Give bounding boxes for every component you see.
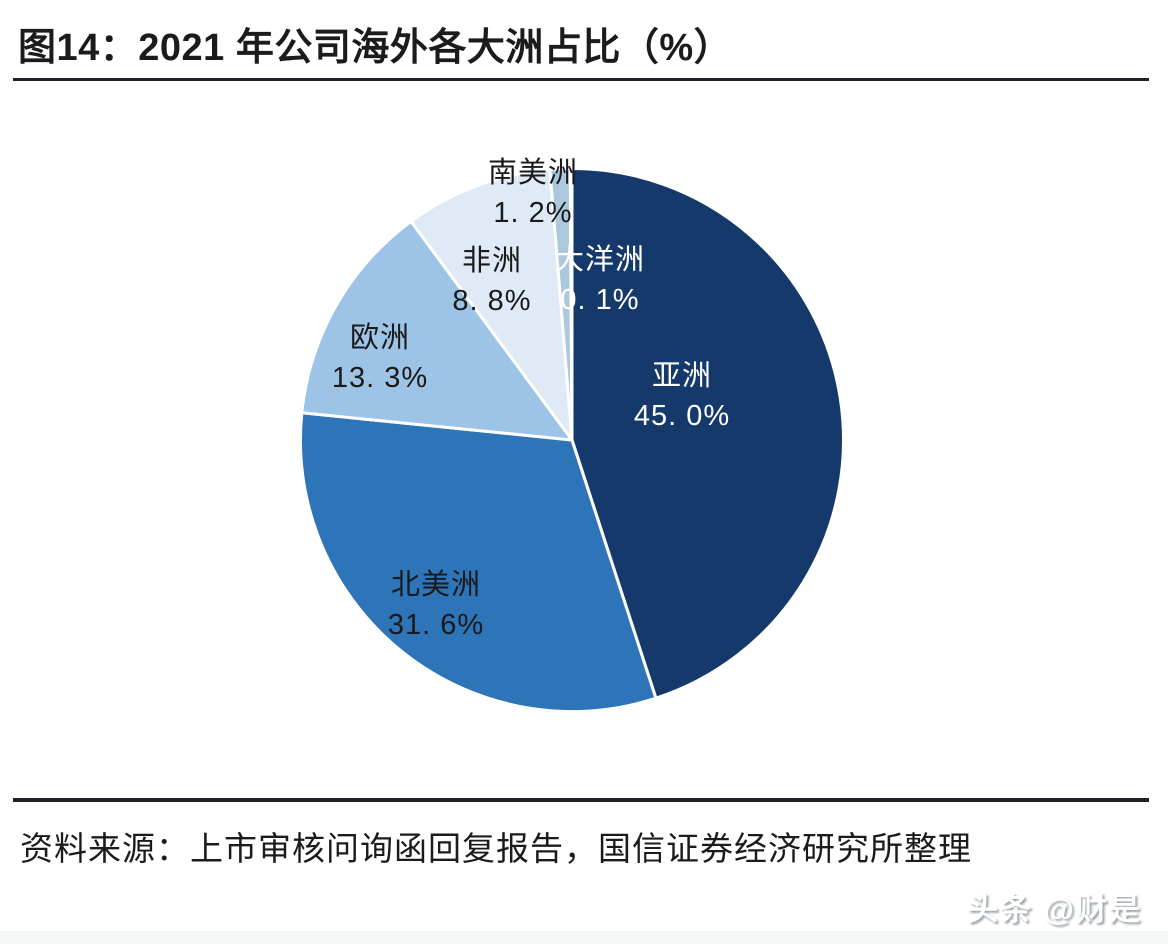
pie-label-oceania: 大洋洲 0. 1%: [555, 240, 645, 320]
pie-slice-europe: [300, 219, 574, 442]
pie-slice-oceania: [568, 167, 574, 442]
pie-label-africa-name: 非洲: [461, 245, 523, 277]
pie-label-oceania-value: 0. 1%: [560, 284, 640, 316]
source-divider: [13, 798, 1149, 802]
pie-label-oceania-name: 大洋洲: [554, 244, 646, 276]
watermark: 头条 @财是: [967, 892, 1142, 927]
figure-title: 图14：2021 年公司海外各大洲占比（%）: [18, 27, 733, 69]
footer-strip: [0, 931, 1168, 944]
source-caption: 资料来源：上市审核问询函回复报告，国信证券经济研究所整理: [20, 830, 972, 867]
pie-label-north-america: 北美洲 31. 6%: [388, 565, 484, 645]
pie-label-south-america: 南美洲 1. 2%: [488, 153, 578, 233]
pie-chart: [299, 167, 845, 713]
pie-label-north-america-name: 北美洲: [390, 569, 482, 601]
pie-slice-north-america: [299, 411, 658, 713]
pie-label-asia-value: 45. 0%: [633, 400, 731, 432]
pie-label-north-america-value: 31. 6%: [387, 609, 485, 641]
pie-slice-africa: [409, 167, 574, 442]
pie-label-south-america-name: 南美洲: [487, 157, 579, 189]
pie-label-asia-name: 亚洲: [651, 360, 713, 392]
pie-slice-asia: [570, 167, 845, 700]
pie-label-europe-value: 13. 3%: [331, 362, 429, 394]
title-divider: [13, 78, 1149, 81]
pie-label-asia: 亚洲 45. 0%: [634, 356, 730, 436]
pie-label-africa-value: 8. 8%: [452, 285, 532, 317]
pie-label-south-america-value: 1. 2%: [493, 197, 573, 229]
pie-label-europe-name: 欧洲: [349, 322, 411, 354]
pie-label-africa: 非洲 8. 8%: [452, 241, 531, 321]
pie-label-europe: 欧洲 13. 3%: [332, 318, 428, 398]
